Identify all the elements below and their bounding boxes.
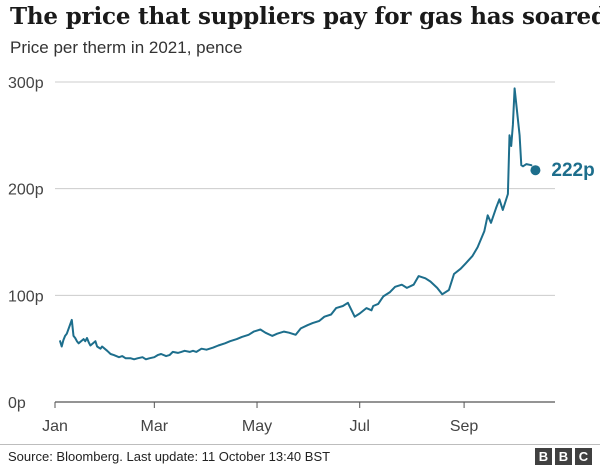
footer-divider xyxy=(0,444,600,445)
y-tick-label: 0p xyxy=(8,395,26,412)
bbc-logo-letter: B xyxy=(535,448,552,465)
y-tick-label: 100p xyxy=(8,288,44,305)
y-tick-label: 300p xyxy=(8,75,44,92)
end-value-label: 222p xyxy=(551,160,594,181)
line-chart: 0p 100p 200p 300p Jan Mar May Jul Sep 222p xyxy=(8,75,595,435)
chart-title: The price that suppliers pay for gas has… xyxy=(10,3,600,30)
y-tick-label: 200p xyxy=(8,182,44,199)
bbc-logo: B B C xyxy=(535,448,592,465)
x-tick-label: Mar xyxy=(141,418,169,435)
x-tick-label: Jul xyxy=(349,418,369,435)
bbc-logo-letter: B xyxy=(555,448,572,465)
source-note: Source: Bloomberg. Last update: 11 Octob… xyxy=(8,449,331,464)
bbc-logo-letter: C xyxy=(575,448,592,465)
x-tick-label: May xyxy=(242,418,272,435)
end-point-marker xyxy=(530,165,541,176)
chart-subtitle: Price per therm in 2021, pence xyxy=(10,38,243,57)
series-line xyxy=(59,87,533,361)
x-tick-label: Sep xyxy=(450,418,479,435)
x-tick-label: Jan xyxy=(42,418,68,435)
